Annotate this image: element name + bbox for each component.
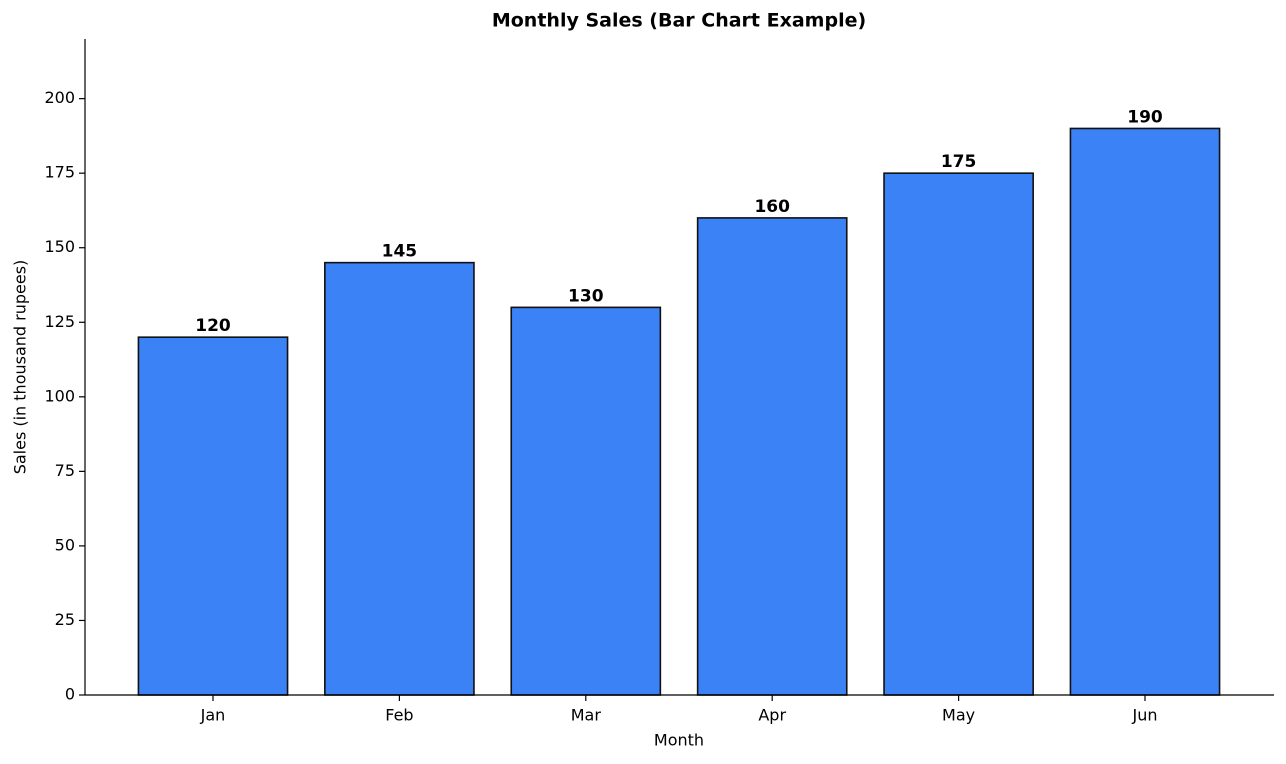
value-label: 190 xyxy=(1127,107,1163,127)
y-tick-label: 200 xyxy=(44,88,75,107)
x-tick-label: Feb xyxy=(385,706,413,725)
y-axis-label: Sales (in thousand rupees) xyxy=(11,260,30,475)
bar xyxy=(137,336,289,696)
value-label: 120 xyxy=(195,316,231,336)
y-tick-label: 100 xyxy=(44,386,75,405)
x-tick-label: May xyxy=(942,706,975,725)
bar xyxy=(883,172,1034,696)
x-tick-label: Apr xyxy=(758,706,786,725)
y-tick-label: 0 xyxy=(65,685,75,704)
y-tick-label: 25 xyxy=(55,610,75,629)
x-tick-label: Mar xyxy=(571,706,602,725)
bar xyxy=(696,217,848,696)
x-axis-label: Month xyxy=(654,731,704,750)
bar xyxy=(324,261,475,696)
value-label: 145 xyxy=(382,242,418,262)
value-label: 130 xyxy=(568,286,604,306)
y-tick-label: 175 xyxy=(44,163,75,182)
bar xyxy=(510,306,662,696)
y-tick-label: 50 xyxy=(55,535,75,554)
y-tick-label: 150 xyxy=(44,237,75,256)
value-label: 175 xyxy=(941,152,977,172)
bar xyxy=(1069,127,1221,696)
y-tick-label: 75 xyxy=(55,461,75,480)
y-tick-label: 125 xyxy=(44,312,75,331)
chart-title: Monthly Sales (Bar Chart Example) xyxy=(492,10,866,32)
value-label: 160 xyxy=(754,197,790,217)
x-tick-label: Jan xyxy=(200,706,226,725)
x-tick-label: Jun xyxy=(1132,706,1158,725)
